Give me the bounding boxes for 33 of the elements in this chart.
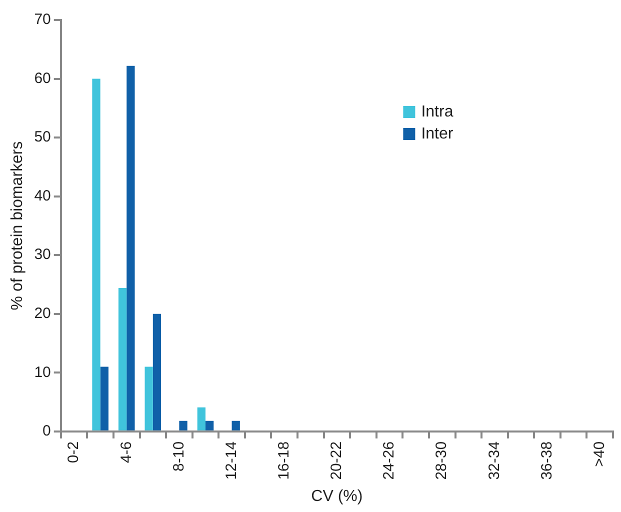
- y-tick-label: 50: [34, 128, 51, 146]
- bar: [100, 366, 108, 430]
- bar: [232, 420, 240, 430]
- bar: [152, 314, 162, 430]
- y-axis-title: % of protein biomarkers: [9, 141, 26, 310]
- bar: [197, 407, 206, 430]
- y-tick-label: 60: [34, 70, 51, 87]
- bar: [205, 420, 214, 430]
- y-tick-label: 40: [34, 187, 51, 204]
- bar: [92, 78, 100, 430]
- bar: [118, 288, 127, 430]
- y-tick-label: 30: [34, 246, 51, 264]
- y-tick-label: 10: [34, 364, 51, 381]
- bar: [126, 66, 135, 430]
- x-tick-label: 24-26: [380, 441, 398, 480]
- y-tick-label: 0: [42, 422, 51, 440]
- x-tick-label: 0-2: [65, 441, 82, 464]
- x-tick-label: 20-22: [328, 441, 346, 480]
- x-tick-label: 4-6: [118, 441, 135, 464]
- x-axis-title: CV (%): [311, 488, 363, 505]
- x-tick-label: 28-30: [433, 441, 450, 480]
- bar: [144, 366, 153, 430]
- y-tick-label: 70: [34, 11, 51, 28]
- x-tick-label: 12-14: [222, 441, 240, 480]
- legend-label: Intra: [421, 103, 454, 120]
- x-tick-label: 8-10: [170, 441, 188, 472]
- x-tick-label: 32-34: [486, 441, 503, 480]
- x-tick-label: >40: [591, 441, 608, 467]
- legend-label: Inter: [421, 125, 454, 142]
- bar: [179, 420, 188, 430]
- x-tick-label: 36-38: [538, 441, 556, 480]
- x-tick-label: 16-18: [276, 441, 292, 480]
- y-tick-label: 20: [34, 305, 51, 322]
